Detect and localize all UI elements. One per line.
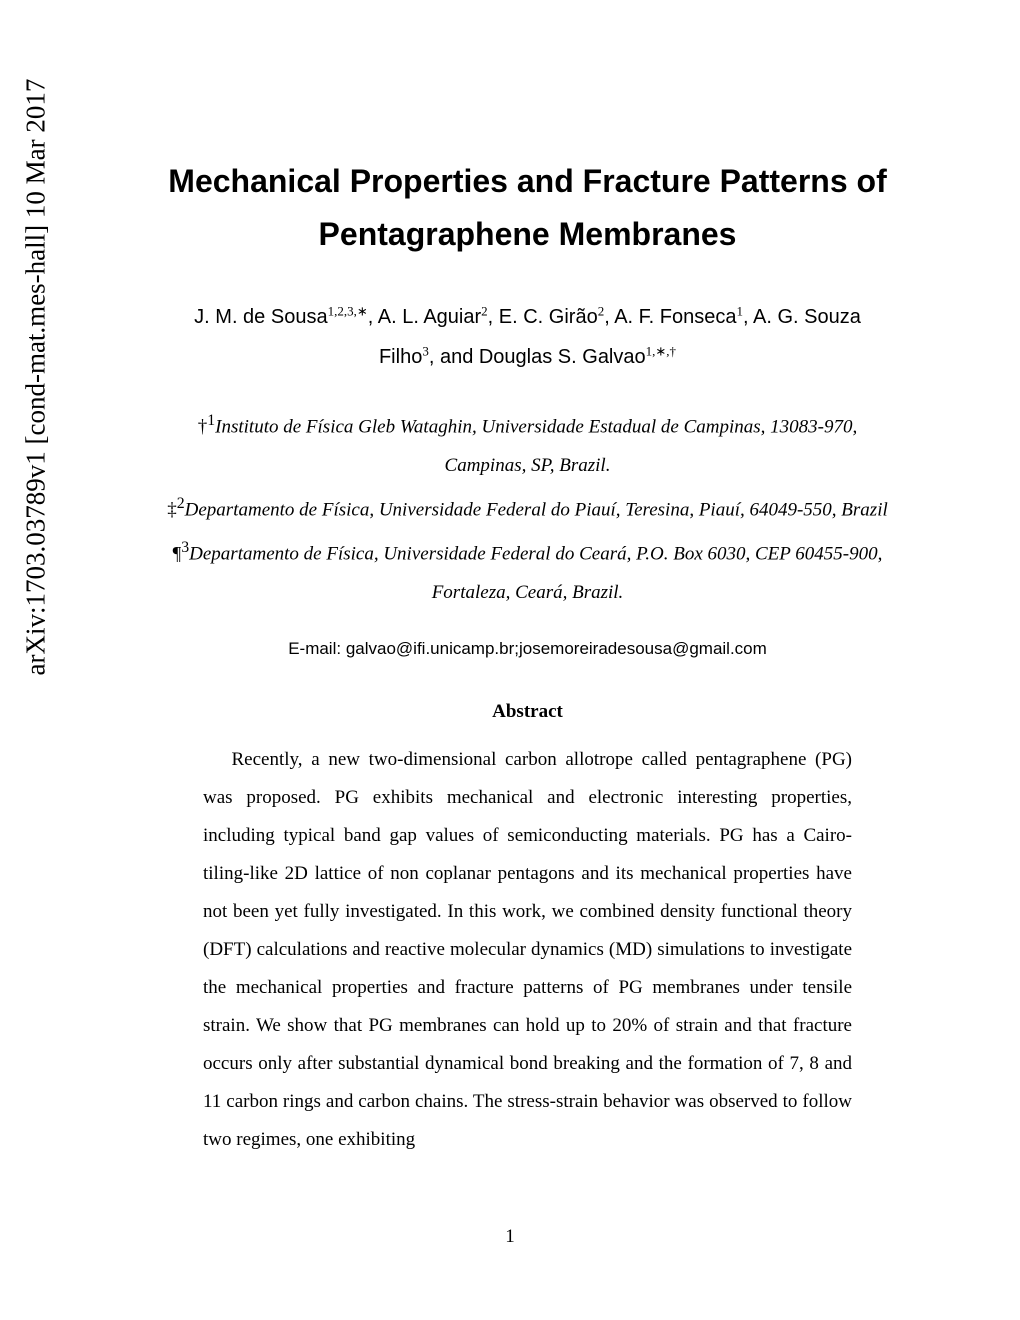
author-text: , A. G. Souza (743, 306, 861, 328)
author-text: , A. L. Aguiar (368, 306, 481, 328)
affil-marker: ‡ (167, 499, 177, 520)
author-text: J. M. de Sousa (194, 306, 327, 328)
affil-sup: 1 (207, 412, 215, 429)
affil-sup: 2 (177, 495, 185, 512)
affil-marker: † (198, 416, 208, 437)
arxiv-id: arXiv:1703.03789v1 (21, 451, 51, 675)
author-text: , A. F. Fonseca (604, 306, 736, 328)
affil-marker: ¶ (173, 543, 182, 564)
paper-title: Mechanical Properties and Fracture Patte… (165, 155, 890, 261)
arxiv-date: 10 Mar 2017 (21, 79, 51, 218)
content-area: Mechanical Properties and Fracture Patte… (165, 155, 890, 1159)
email-label: E-mail: (288, 639, 346, 658)
author-sup: 1,2,3,∗ (328, 303, 368, 318)
authors: J. M. de Sousa1,2,3,∗, A. L. Aguiar2, E.… (165, 297, 890, 377)
affiliations: †1Instituto de Física Gleb Wataghin, Uni… (165, 405, 890, 614)
affiliation-2: ‡2Departamento de Física, Universidade F… (165, 488, 890, 530)
author-text: , and Douglas S. Galvao (429, 346, 646, 368)
author-text: Filho (379, 346, 422, 368)
email-value: galvao@ifi.unicamp.br;josemoreiradesousa… (346, 639, 767, 658)
affil-text: Departamento de Física, Universidade Fed… (189, 543, 882, 603)
affil-text: Departamento de Física, Universidade Fed… (185, 499, 888, 520)
arxiv-stamp: arXiv:1703.03789v1 [cond-mat.mes-hall] 1… (21, 79, 52, 676)
author-sup: 1,∗,† (646, 343, 676, 358)
arxiv-category: [cond-mat.mes-hall] (21, 225, 51, 445)
affiliation-3: ¶3Departamento de Física, Universidade F… (165, 532, 890, 613)
page: arXiv:1703.03789v1 [cond-mat.mes-hall] 1… (0, 0, 1020, 1320)
author-text: , E. C. Girão (488, 306, 598, 328)
affil-sup: 3 (181, 539, 189, 556)
abstract-body: Recently, a new two-dimensional carbon a… (165, 741, 890, 1159)
page-number: 1 (0, 1226, 1020, 1248)
abstract-heading: Abstract (165, 701, 890, 723)
affiliation-1: †1Instituto de Física Gleb Wataghin, Uni… (165, 405, 890, 486)
email-line: E-mail: galvao@ifi.unicamp.br;josemoreir… (165, 639, 890, 659)
affil-text: Instituto de Física Gleb Wataghin, Unive… (215, 416, 857, 476)
